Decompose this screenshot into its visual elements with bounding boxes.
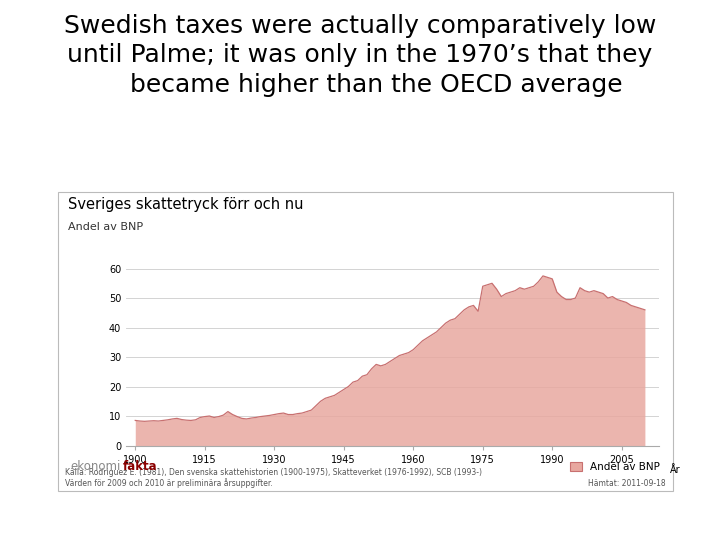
- Text: Sveriges skattetryck förr och nu: Sveriges skattetryck förr och nu: [68, 197, 304, 212]
- Text: fakta: fakta: [122, 460, 157, 473]
- Text: Swedish taxes were actually comparatively low
until Palme; it was only in the 19: Swedish taxes were actually comparativel…: [64, 14, 656, 97]
- Text: År: År: [670, 465, 680, 475]
- Legend: Andel av BNP: Andel av BNP: [565, 458, 665, 476]
- Text: ekonomi: ekonomi: [71, 460, 121, 473]
- Text: Andel av BNP: Andel av BNP: [68, 222, 143, 233]
- Text: Hämtat: 2011-09-18: Hämtat: 2011-09-18: [588, 479, 666, 488]
- Text: Källa: Rodriguez E. (1981), Den svenska skattehistorien (1900-1975), Skatteverke: Källa: Rodriguez E. (1981), Den svenska …: [65, 468, 482, 488]
